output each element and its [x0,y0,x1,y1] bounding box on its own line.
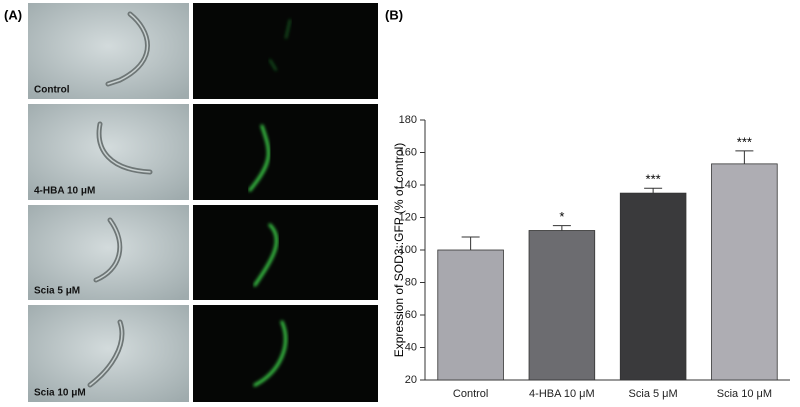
y-tick-label: 60 [405,309,417,321]
error-bar [461,236,480,250]
image-label: 4-HBA 10 μM [34,186,95,197]
significance-label: *** [646,172,661,187]
error-bar [552,225,571,231]
brightfield-image [28,104,189,200]
y-axis-label: Expression of SOD3::GFP (% of control) [392,143,406,358]
worm-highlight [95,219,121,281]
y-tick-label: 80 [405,276,417,288]
brightfield-image [28,305,189,402]
gfp-signal [253,320,287,387]
worm-highlight [98,123,151,173]
y-tick-label: 180 [399,114,417,126]
gfp-signal [253,223,279,287]
worm-highlight [107,13,149,85]
fluorescence-image [193,104,378,200]
bar [619,192,687,381]
fluorescence-image [193,3,378,99]
fluorescence-image [193,205,378,300]
image-label: Scia 5 μM [34,286,80,297]
bar [437,249,504,381]
gfp-signal [269,19,291,71]
y-tick-label: 160 [399,146,417,158]
panel-label: (A) [4,7,22,22]
x-tick-label: Scia 5 μM [629,388,678,400]
significance-label: * [559,209,564,224]
x-tick-label: 4-HBA 10 μM [529,388,595,400]
x-tick-label: Scia 10 μM [717,388,772,400]
y-tick-label: 100 [399,244,417,256]
significance-label: *** [737,134,752,149]
error-bar [735,150,754,164]
bar [711,163,778,381]
gfp-signal [248,124,271,192]
image-label: Scia 10 μM [34,388,86,399]
bar [528,230,596,381]
fluorescence-image [193,305,378,402]
x-tick-label: Control [453,388,488,400]
y-tick-label: 140 [399,179,417,191]
worm-highlight [89,321,123,386]
image-label: Control [34,85,70,96]
panel-label: (B) [385,7,403,22]
y-tick-label: 20 [405,374,417,386]
y-tick-label: 40 [405,341,417,353]
y-tick-label: 120 [399,211,417,223]
error-bar [644,187,663,194]
